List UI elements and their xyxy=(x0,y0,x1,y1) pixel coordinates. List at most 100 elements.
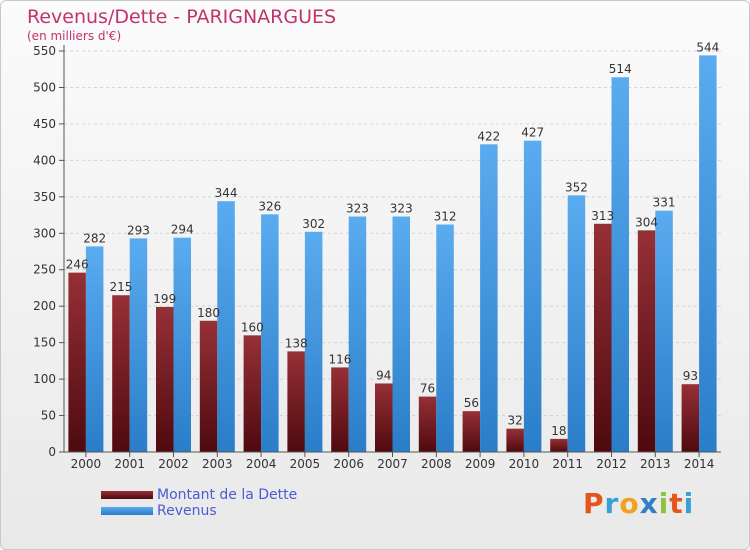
y-tick-label: 100 xyxy=(33,372,56,386)
y-tick-label: 0 xyxy=(48,445,56,459)
bar-debt xyxy=(68,272,86,452)
value-label-revenue: 422 xyxy=(477,129,500,143)
axes: 0 50 100 150 200 250 300 350 400 450 500 550 2000 200… xyxy=(33,44,721,471)
value-label-revenue: 302 xyxy=(302,217,325,231)
logo-letter: P xyxy=(583,487,605,520)
value-label-revenue: 352 xyxy=(565,180,588,194)
y-tick-label: 150 xyxy=(33,336,56,350)
bar-debt xyxy=(331,367,349,452)
chart-title: Revenus/Dette - PARIGNARGUES xyxy=(27,6,337,28)
value-label-revenue: 294 xyxy=(171,223,194,237)
value-label-revenue: 293 xyxy=(127,223,150,237)
x-tick-label: 2001 xyxy=(114,457,145,471)
legend: Montant de la Dette Revenus xyxy=(101,487,297,519)
y-tick-label: 50 xyxy=(41,409,56,423)
bar-revenue xyxy=(304,231,323,452)
x-tick-label: 2010 xyxy=(509,457,540,471)
bar-debt xyxy=(243,335,262,452)
y-tick-label: 250 xyxy=(33,263,56,277)
value-label-revenue: 331 xyxy=(653,196,676,210)
value-label-debt: 304 xyxy=(635,215,658,229)
bar-revenue xyxy=(611,77,629,452)
value-label-debt: 180 xyxy=(197,306,220,320)
y-tick-label: 300 xyxy=(33,226,56,240)
y-tick-label: 350 xyxy=(33,190,56,204)
x-tick-label: 2012 xyxy=(596,457,627,471)
y-tick-label: 200 xyxy=(33,299,56,313)
bar-debt xyxy=(594,223,612,452)
value-label-debt: 199 xyxy=(153,292,176,306)
chart-subtitle: (en milliers d'€) xyxy=(27,29,122,43)
value-label-debt: 18 xyxy=(551,424,566,438)
bar-revenue xyxy=(567,195,586,453)
proxiti-logo: Proxiti xyxy=(583,487,694,520)
bars xyxy=(68,55,717,453)
legend-label-debt: Montant de la Dette xyxy=(157,487,298,503)
value-label-revenue: 544 xyxy=(696,40,719,54)
bar-revenue xyxy=(348,216,367,452)
y-tick-label: 450 xyxy=(33,117,56,131)
legend-swatch-revenue xyxy=(101,507,153,515)
value-label-revenue: 427 xyxy=(521,126,544,140)
bar-revenue xyxy=(392,216,410,452)
value-label-debt: 313 xyxy=(591,209,614,223)
value-label-revenue: 312 xyxy=(434,210,457,224)
value-label-revenue: 514 xyxy=(609,62,632,76)
bar-debt xyxy=(681,384,700,452)
value-label-debt: 93 xyxy=(683,369,698,383)
logo-letter: i xyxy=(658,487,670,520)
value-label-debt: 138 xyxy=(285,336,308,350)
x-tick-label: 2004 xyxy=(246,457,277,471)
value-label-debt: 94 xyxy=(376,368,391,382)
bar-debt xyxy=(418,396,437,452)
y-tick-label: 550 xyxy=(33,44,56,58)
bar-debt xyxy=(462,411,481,452)
bar-revenue xyxy=(129,238,148,452)
bar-revenue xyxy=(436,224,454,452)
value-label-debt: 76 xyxy=(420,382,435,396)
bar-debt xyxy=(199,320,218,452)
bar-debt xyxy=(156,306,174,452)
logo-letter: i xyxy=(683,487,695,520)
bar-revenue xyxy=(261,214,279,452)
bar-revenue xyxy=(523,140,542,453)
bar-revenue xyxy=(480,144,498,452)
x-tick-label: 2013 xyxy=(640,457,671,471)
logo-letter: o xyxy=(619,487,640,520)
logo-letter: r xyxy=(604,487,620,520)
value-label-debt: 32 xyxy=(508,414,523,428)
bar-debt xyxy=(375,383,393,452)
value-label-debt: 246 xyxy=(66,258,89,272)
bar-revenue xyxy=(655,210,673,452)
bar-revenue xyxy=(217,201,235,452)
bar-debt xyxy=(112,295,130,452)
x-tick-label: 2011 xyxy=(552,457,583,471)
y-tick-label: 500 xyxy=(33,80,56,94)
bar-revenue xyxy=(85,246,104,452)
value-label-debt: 160 xyxy=(241,320,264,334)
bar-chart: 2462822152931992941803441603261383021163… xyxy=(33,40,721,471)
bar-debt xyxy=(637,230,656,452)
bar-debt xyxy=(287,351,305,452)
x-tick-label: 2003 xyxy=(202,457,233,471)
x-tick-label: 2000 xyxy=(71,457,102,471)
bar-debt xyxy=(506,428,524,452)
bar-debt xyxy=(550,438,568,452)
x-tick-label: 2009 xyxy=(465,457,496,471)
legend-item-debt: Montant de la Dette xyxy=(101,487,297,503)
legend-item-revenue: Revenus xyxy=(101,503,297,519)
bar-revenue xyxy=(173,237,191,452)
value-label-revenue: 323 xyxy=(346,202,369,216)
legend-swatch-debt xyxy=(101,491,153,499)
x-tick-label: 2006 xyxy=(333,457,364,471)
value-label-debt: 56 xyxy=(464,396,479,410)
x-tick-label: 2007 xyxy=(377,457,408,471)
logo-letter: t xyxy=(669,487,684,520)
x-tick-label: 2002 xyxy=(158,457,189,471)
bar-revenue xyxy=(699,55,717,453)
value-label-debt: 116 xyxy=(328,352,351,366)
value-label-revenue: 326 xyxy=(258,199,281,213)
x-tick-label: 2014 xyxy=(684,457,715,471)
x-tick-label: 2005 xyxy=(290,457,321,471)
